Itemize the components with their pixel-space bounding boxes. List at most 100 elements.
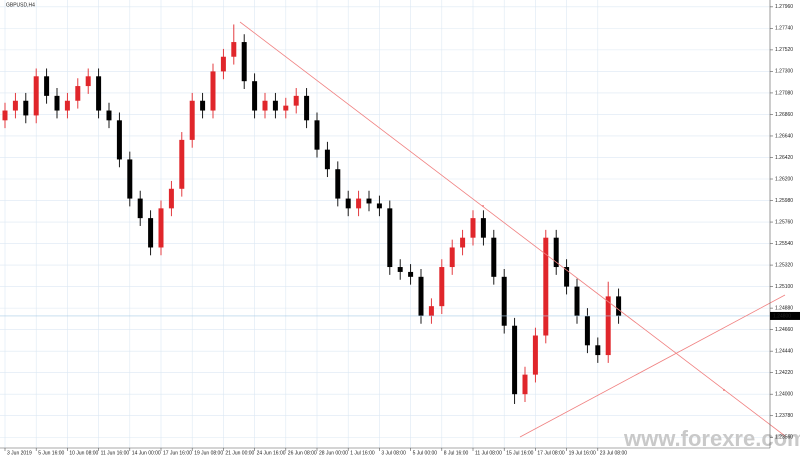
x-tick-label: 3 Jun 2019 <box>7 450 32 456</box>
y-tick-label: 1.27960 <box>775 4 793 10</box>
candle-body <box>96 76 102 111</box>
candle-body <box>241 42 247 82</box>
y-tick-label: 1.26200 <box>775 176 793 182</box>
x-tick-label: 5 Jul 00:00 <box>413 450 438 456</box>
candle-body <box>449 247 455 268</box>
candle-body <box>418 276 424 316</box>
candle-body <box>137 198 143 219</box>
x-tick-label: 17 Jul 08:00 <box>537 450 564 456</box>
candle-body <box>106 110 112 121</box>
trendline-anchor <box>723 389 725 391</box>
candle-body <box>543 237 549 336</box>
candle-body <box>376 203 382 209</box>
x-tick-label: 17 Jun 16:00 <box>163 450 192 456</box>
candle-body <box>200 100 206 111</box>
y-tick-label: 1.26640 <box>775 133 793 139</box>
candle-body <box>366 198 372 204</box>
x-tick-label: 15 Jul 16:00 <box>506 450 533 456</box>
candle-body <box>304 95 310 121</box>
candle-body <box>272 100 278 111</box>
trendline-anchor <box>482 205 484 207</box>
candle-body <box>605 296 611 356</box>
candle-body <box>44 76 50 96</box>
candle-body <box>314 120 320 150</box>
candle-body <box>324 149 330 170</box>
candle-body <box>231 42 237 57</box>
candle-body <box>189 100 195 140</box>
y-tick-label: 1.24440 <box>775 348 793 354</box>
candle-body <box>168 188 174 209</box>
candle-body <box>127 159 133 199</box>
candle-body <box>574 286 580 316</box>
x-tick-label: 1 Jul 16:00 <box>350 450 375 456</box>
candle-body <box>491 237 497 277</box>
last-price-label: 1.24800 <box>773 313 791 319</box>
candle-body <box>23 100 29 116</box>
candle-body <box>12 100 18 111</box>
candle-body <box>522 374 528 395</box>
x-tick-label: 23 Jul 08:00 <box>600 450 627 456</box>
candle-body <box>262 100 268 111</box>
candle-body <box>408 271 414 277</box>
candle-body <box>584 315 590 346</box>
y-tick-label: 1.25760 <box>775 219 793 225</box>
candle-body <box>85 76 91 87</box>
candle-body <box>439 267 445 307</box>
candle-body <box>553 237 559 268</box>
candle-body <box>293 95 299 106</box>
x-tick-label: 5 Jun 16:00 <box>38 450 64 456</box>
y-tick-label: 1.27080 <box>775 90 793 96</box>
candle-body <box>179 139 185 189</box>
watermark: www.forexre.com <box>623 426 800 451</box>
candle-body <box>460 237 466 248</box>
x-tick-label: 14 Jun 00:00 <box>132 450 161 456</box>
candle-body <box>2 110 8 121</box>
y-tick-label: 1.23780 <box>775 413 793 419</box>
y-tick-label: 1.25980 <box>775 198 793 204</box>
candle-body <box>387 208 393 268</box>
candle-body <box>252 81 258 111</box>
candle-body <box>75 86 81 101</box>
x-tick-label: 10 Jun 08:00 <box>69 450 98 456</box>
candle-body <box>283 105 289 111</box>
candle-body <box>512 325 518 395</box>
y-tick-label: 1.23560 <box>775 435 793 441</box>
last-price-tag <box>770 311 800 320</box>
candle-body <box>616 296 622 316</box>
candle-body <box>220 56 226 72</box>
x-tick-label: 19 Jun 08:00 <box>194 450 223 456</box>
y-tick-label: 1.26420 <box>775 155 793 161</box>
candle-body <box>532 335 538 375</box>
x-tick-label: 26 Jun 08:00 <box>288 450 317 456</box>
y-tick-label: 1.24220 <box>775 370 793 376</box>
candle-body <box>345 198 351 209</box>
y-tick-label: 1.25320 <box>775 262 793 268</box>
y-tick-label: 1.25540 <box>775 241 793 247</box>
candle-body <box>470 218 476 238</box>
candle-body <box>158 208 164 248</box>
candle-body <box>564 267 570 287</box>
y-tick-label: 1.27740 <box>775 26 793 32</box>
x-tick-label: 19 Jul 16:00 <box>569 450 596 456</box>
y-tick-label: 1.26860 <box>775 112 793 118</box>
axes: 1.23560 1.23780 1.24000 1.24220 1.24440 1.246… <box>4 4 800 456</box>
candle-body <box>428 306 434 316</box>
candle-body <box>595 345 601 356</box>
y-tick-label: 1.27520 <box>775 47 793 53</box>
trendline-lower <box>519 294 786 438</box>
trendline-upper <box>239 21 786 437</box>
candle-body <box>501 276 507 326</box>
candle-body <box>480 218 486 238</box>
x-tick-label: 8 Jul 16:00 <box>444 450 469 456</box>
y-tick-label: 1.24000 <box>775 392 793 398</box>
candle-body <box>33 76 39 116</box>
candle-body <box>210 71 216 111</box>
candle-body <box>356 198 362 209</box>
candle-body <box>116 120 122 160</box>
candle-body <box>397 267 403 272</box>
x-tick-label: 3 Jul 08:00 <box>381 450 406 456</box>
x-tick-label: 21 Jun 00:00 <box>225 450 254 456</box>
x-tick-label: 11 Jul 08:00 <box>475 450 502 456</box>
y-tick-label: 1.27300 <box>775 69 793 75</box>
